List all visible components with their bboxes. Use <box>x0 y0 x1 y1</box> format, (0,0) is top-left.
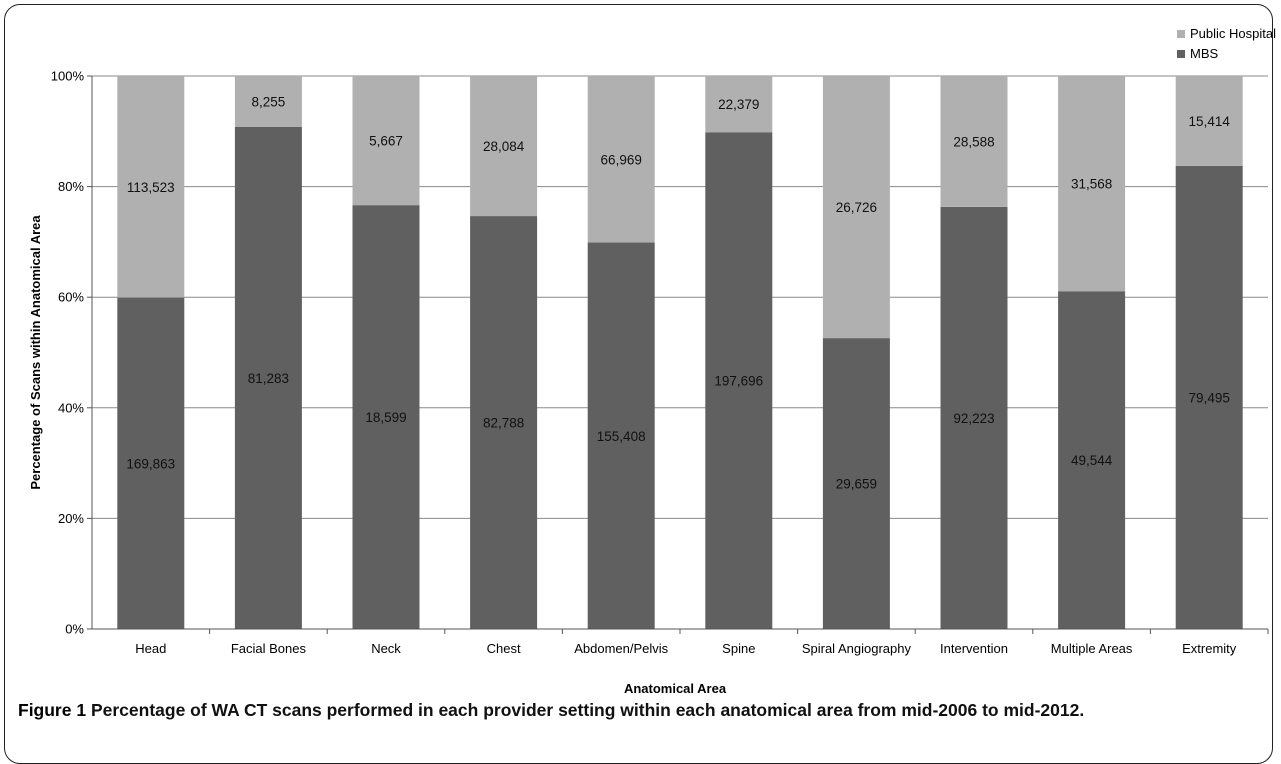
y-tick-label: 100% <box>51 69 85 84</box>
data-label-public-hospital: 8,255 <box>252 94 286 109</box>
figure-caption: Figure 1 Percentage of WA CT scans perfo… <box>18 700 1084 721</box>
bar-segment-mbs <box>822 338 890 629</box>
data-label-public-hospital: 22,379 <box>718 97 759 112</box>
data-label-mbs: 49,544 <box>1071 453 1113 468</box>
legend-label: Public Hospital <box>1190 26 1276 41</box>
bar-segment-public-hospital <box>587 76 655 243</box>
data-label-public-hospital: 5,667 <box>369 134 403 149</box>
data-label-mbs: 169,863 <box>126 456 175 471</box>
x-tick-label: Chest <box>487 641 521 656</box>
bar-segment-public-hospital <box>470 76 538 217</box>
data-label-public-hospital: 28,084 <box>483 139 525 154</box>
legend-label: MBS <box>1190 46 1219 61</box>
y-tick-label: 20% <box>58 511 84 526</box>
bar-segment-mbs <box>234 126 302 630</box>
data-label-mbs: 29,659 <box>836 477 877 492</box>
data-label-public-hospital: 66,969 <box>601 152 642 167</box>
caption-label: Figure 1 <box>18 700 87 720</box>
bar-segment-mbs <box>587 242 655 629</box>
data-label-mbs: 79,495 <box>1189 390 1230 405</box>
data-label-public-hospital: 113,523 <box>127 180 175 195</box>
y-tick-label: 60% <box>58 290 84 305</box>
data-label-mbs: 92,223 <box>953 411 994 426</box>
stacked-bar-chart: 169,863 113,523 81,283 8,255 18,599 5,667 82,7… <box>28 26 1276 696</box>
x-tick-label: Abdomen/Pelvis <box>574 641 668 656</box>
data-label-mbs: 82,788 <box>483 416 524 431</box>
bar-segment-mbs <box>705 132 773 629</box>
caption-text: Percentage of WA CT scans performed in e… <box>90 700 1085 720</box>
data-label-mbs: 18,599 <box>365 410 406 425</box>
data-label-mbs: 81,283 <box>248 371 289 386</box>
data-label-public-hospital: 26,726 <box>836 200 877 215</box>
data-label-mbs: 155,408 <box>597 429 646 444</box>
legend-swatch <box>1177 30 1185 38</box>
bar-segment-public-hospital <box>940 76 1008 207</box>
data-label-public-hospital: 15,414 <box>1189 114 1231 129</box>
bar-segment-mbs <box>117 297 185 629</box>
bar-segment-public-hospital <box>822 76 890 339</box>
x-tick-label: Head <box>135 641 166 656</box>
bar-segment-public-hospital <box>117 76 185 298</box>
bar-segment-mbs <box>352 205 420 629</box>
data-label-mbs: 197,696 <box>714 374 763 389</box>
legend-swatch <box>1177 50 1185 58</box>
x-tick-label: Neck <box>371 641 401 656</box>
y-tick-label: 80% <box>58 179 84 194</box>
x-tick-label: Multiple Areas <box>1051 641 1133 656</box>
bar-segment-mbs <box>470 216 538 630</box>
x-tick-label: Spiral Angiography <box>802 641 912 656</box>
bar-segment-public-hospital <box>234 76 302 127</box>
data-label-public-hospital: 28,588 <box>953 134 994 149</box>
bar-segment-public-hospital <box>1058 76 1126 292</box>
x-tick-label: Facial Bones <box>231 641 307 656</box>
x-tick-label: Spine <box>722 641 755 656</box>
bar-segment-public-hospital <box>705 76 773 133</box>
bar-segment-public-hospital <box>1175 76 1243 166</box>
y-axis-title: Percentage of Scans within Anatomical Ar… <box>28 215 43 490</box>
x-tick-label: Extremity <box>1182 641 1237 656</box>
y-tick-label: 0% <box>65 622 84 637</box>
bar-segment-mbs <box>1175 165 1243 629</box>
bar-segment-public-hospital <box>352 76 420 206</box>
bar-segment-mbs <box>1058 291 1126 629</box>
y-tick-label: 40% <box>58 400 84 415</box>
data-label-public-hospital: 31,568 <box>1071 177 1112 192</box>
bar-segment-mbs <box>940 206 1008 629</box>
x-axis-title: Anatomical Area <box>624 681 727 696</box>
x-tick-label: Intervention <box>940 641 1008 656</box>
